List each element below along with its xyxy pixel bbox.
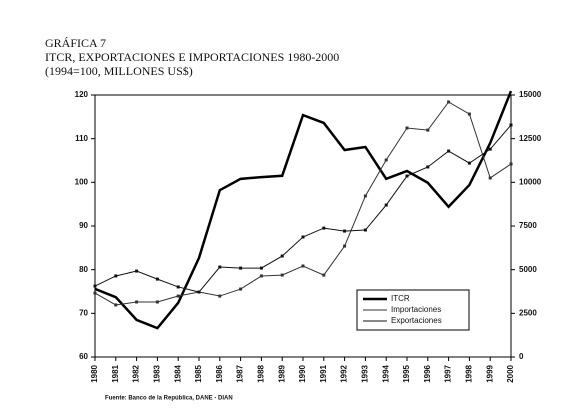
y-tick-label: 80	[79, 265, 88, 274]
y-tick-label: 60	[79, 352, 88, 361]
x-tick-label: 1984	[173, 364, 182, 382]
point	[155, 300, 159, 304]
point	[93, 284, 97, 288]
point	[239, 287, 243, 291]
x-tick-label: 2000	[506, 364, 515, 382]
point	[239, 266, 243, 270]
point	[218, 294, 222, 298]
point	[218, 265, 222, 269]
point	[447, 149, 451, 153]
point	[259, 266, 263, 270]
point	[135, 300, 139, 304]
x-tick-label: 1986	[215, 364, 224, 382]
point	[93, 291, 97, 295]
x-tick-label: 1992	[340, 364, 349, 382]
point	[280, 254, 284, 258]
x-tick-label: 1989	[277, 364, 286, 382]
point	[384, 203, 388, 207]
point	[363, 194, 367, 198]
point	[488, 176, 492, 180]
y2-tick-label: 2500	[519, 308, 537, 317]
x-tick-label: 1983	[153, 364, 162, 382]
point	[114, 303, 118, 307]
x-tick-label: 1995	[402, 364, 411, 382]
y2-tick-label: 15000	[519, 90, 542, 99]
x-tick-label: 1991	[319, 364, 328, 382]
x-tick-label: 1994	[381, 364, 390, 382]
point	[322, 273, 326, 277]
point	[467, 161, 471, 165]
legend-label: ITCR	[391, 294, 410, 303]
point	[509, 123, 513, 127]
y2-tick-label: 12500	[519, 134, 542, 143]
legend-label: Importaciones	[391, 305, 441, 314]
point	[467, 112, 471, 116]
x-tick-label: 1993	[361, 364, 370, 382]
x-tick-label: 1988	[257, 364, 266, 382]
point	[114, 274, 118, 278]
y2-tick-label: 7500	[519, 221, 537, 230]
y-tick-label: 110	[75, 134, 88, 143]
x-tick-label: 1985	[194, 364, 203, 382]
x-tick-label: 1998	[465, 364, 474, 382]
point	[322, 226, 326, 230]
legend-label: Exportaciones	[391, 316, 442, 325]
x-tick-label: 1996	[423, 364, 432, 382]
x-tick-label: 1997	[444, 364, 453, 382]
point	[280, 273, 284, 277]
x-tick-label: 1987	[236, 364, 245, 382]
point	[426, 165, 430, 169]
x-tick-label: 1999	[485, 364, 494, 382]
chart-subtitle: ITCR, EXPORTACIONES E IMPORTACIONES 1980…	[45, 50, 339, 64]
point	[363, 228, 367, 232]
point	[155, 277, 159, 281]
point	[426, 128, 430, 132]
source-note: Fuente: Banco de la República, DANE - DI…	[105, 396, 233, 402]
point	[343, 244, 347, 248]
point	[135, 269, 139, 273]
point	[176, 285, 180, 289]
chart-title: GRÁFICA 7	[45, 36, 106, 50]
y2-tick-label: 10000	[519, 177, 542, 186]
series-line	[94, 90, 513, 330]
x-tick-label: 1990	[298, 364, 307, 382]
point	[405, 126, 409, 130]
chart-subtitle: (1994=100, MILLONES US$)	[45, 64, 193, 78]
point	[301, 235, 305, 239]
point	[197, 290, 201, 294]
y-tick-label: 90	[79, 221, 88, 230]
series-line	[94, 101, 512, 306]
y-tick-label: 100	[75, 177, 89, 186]
point	[509, 162, 513, 166]
y2-tick-label: 0	[519, 352, 524, 361]
point	[405, 174, 409, 178]
point	[176, 294, 180, 298]
point	[384, 158, 388, 162]
y-tick-label: 120	[75, 90, 89, 99]
y-tick-label: 70	[79, 308, 88, 317]
x-tick-label: 1982	[132, 364, 141, 382]
point	[447, 100, 451, 104]
point	[343, 229, 347, 233]
y2-tick-label: 5000	[519, 265, 537, 274]
x-tick-label: 1980	[90, 364, 99, 382]
point	[301, 264, 305, 268]
point	[488, 147, 492, 151]
x-tick-label: 1981	[111, 364, 120, 382]
point	[259, 274, 263, 278]
